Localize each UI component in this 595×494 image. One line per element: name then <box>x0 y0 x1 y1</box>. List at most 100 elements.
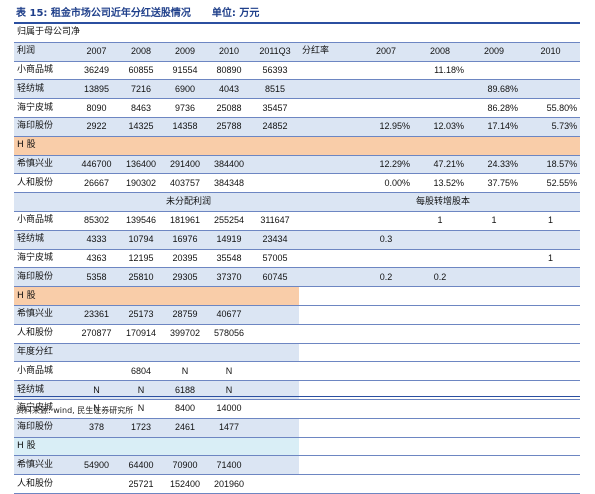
value-cell: 57005 <box>251 249 299 269</box>
table-row: 希慎兴业 23361 25173 28759 40677 <box>14 305 581 325</box>
value-cell: 190302 <box>119 173 163 194</box>
value-cell: 136400 <box>119 155 163 175</box>
rate-cell <box>359 98 413 118</box>
year-header: 2007 <box>359 42 413 62</box>
bonus-cell <box>359 249 413 269</box>
table-number: 表 15: <box>16 8 48 19</box>
value-cell <box>74 361 119 382</box>
value-cell: 14358 <box>163 117 207 137</box>
rate-cell: 47.21% <box>413 155 467 175</box>
rate-cell: 24.33% <box>467 155 521 175</box>
year-header: 2008 <box>119 42 163 62</box>
value-cell: 25788 <box>207 117 251 137</box>
value-cell: 403757 <box>163 173 207 194</box>
value-cell: 35548 <box>207 249 251 269</box>
value-cell <box>251 399 299 419</box>
value-cell: N <box>207 380 251 400</box>
company-name: 海宁皮城 <box>14 98 74 118</box>
value-cell: 60855 <box>119 61 163 81</box>
value-cell: 80890 <box>207 61 251 81</box>
table-row: 小商品城 85302 139546 181961 255254 311647 1… <box>14 211 581 231</box>
value-cell: 54900 <box>74 455 119 476</box>
value-cell: 181961 <box>163 211 207 231</box>
value-cell: 2461 <box>163 418 207 438</box>
company-name: 海印股份 <box>14 117 74 137</box>
rate-cell: 18.57% <box>521 155 581 175</box>
value-cell: 6900 <box>163 79 207 100</box>
value-cell: 23434 <box>251 230 299 250</box>
value-cell: 25721 <box>119 474 163 494</box>
year-header: 2010 <box>521 42 581 62</box>
value-cell: 1723 <box>119 418 163 438</box>
company-name: 人和股份 <box>14 324 74 344</box>
section-header-row: 未分配利润 每股转增股本 <box>14 192 581 212</box>
rate-cell: 86.28% <box>467 98 521 118</box>
rate-cell: 12.95% <box>359 117 413 137</box>
h-share-label: H 股 <box>14 136 581 156</box>
table-row: 小商品城 6804 N N <box>14 361 581 382</box>
value-cell: 291400 <box>163 155 207 175</box>
value-cell: 7216 <box>119 79 163 100</box>
value-cell: 6804 <box>119 361 163 382</box>
rate-cell: 52.55% <box>521 173 581 194</box>
h-share-band: H 股 <box>14 437 581 457</box>
table-row: 海宁皮城 4363 12195 20395 35548 57005 1 <box>14 249 581 269</box>
year-header: 2008 <box>413 42 467 62</box>
table-row: 轻纺城 13895 7216 6900 4043 8515 89.68% <box>14 79 581 100</box>
company-name: 轻纺城 <box>14 230 74 250</box>
value-cell: 384400 <box>207 155 251 175</box>
value-cell: 201960 <box>207 474 251 494</box>
value-cell: 399702 <box>163 324 207 344</box>
rate-cell <box>413 79 467 100</box>
company-name: 海印股份 <box>14 267 74 288</box>
table-row: 小商品城 36249 60855 91554 80890 56393 11.18… <box>14 61 581 81</box>
table-row: 人和股份 26667 190302 403757 384348 0.00% 13… <box>14 173 581 194</box>
unit-label: 单位: 万元 <box>211 8 260 19</box>
company-name: 希慎兴业 <box>14 155 74 175</box>
value-cell: 20395 <box>163 249 207 269</box>
rate-cell: 13.52% <box>413 173 467 194</box>
year-header: 2010 <box>207 42 251 62</box>
dividend-rate-label: 分红率 <box>299 42 359 62</box>
year-header: 2011Q3 <box>251 42 299 62</box>
value-cell: 12195 <box>119 249 163 269</box>
dividend-table: 归属于母公司净 利润 2007 2008 2009 2010 2011Q3 分红… <box>14 24 581 494</box>
value-cell: 56393 <box>251 61 299 81</box>
value-cell: 37370 <box>207 267 251 288</box>
rate-cell <box>413 98 467 118</box>
value-cell <box>251 418 299 438</box>
h-share-label: H 股 <box>14 437 299 457</box>
value-cell <box>251 155 299 175</box>
value-cell: 64400 <box>119 455 163 476</box>
value-cell: 4043 <box>207 79 251 100</box>
rate-cell: 17.14% <box>467 117 521 137</box>
value-cell <box>251 324 299 344</box>
value-cell: 8400 <box>163 399 207 419</box>
rate-cell: 12.29% <box>359 155 413 175</box>
value-cell: 446700 <box>74 155 119 175</box>
value-cell: 24852 <box>251 117 299 137</box>
rate-cell: 11.18% <box>413 61 467 81</box>
bonus-cell: 0.2 <box>413 267 467 288</box>
table-title-text: 租金市场公司近年分红送股情况 <box>50 8 191 19</box>
value-cell: 70900 <box>163 455 207 476</box>
value-cell: 378 <box>74 418 119 438</box>
h-share-band: H 股 <box>14 136 581 156</box>
value-cell: 152400 <box>163 474 207 494</box>
rate-cell: 55.80% <box>521 98 581 118</box>
rate-cell: 37.75% <box>467 173 521 194</box>
table-row: 海印股份 5358 25810 29305 37370 60745 0.2 0.… <box>14 267 581 288</box>
company-name: 轻纺城 <box>14 380 74 400</box>
value-cell: 23361 <box>74 305 119 325</box>
table-row: 海印股份 2922 14325 14358 25788 24852 12.95%… <box>14 117 581 137</box>
rate-cell: 0.00% <box>359 173 413 194</box>
bonus-cell <box>521 267 581 288</box>
rate-cell: 12.03% <box>413 117 467 137</box>
section-label: 归属于母公司净 <box>14 24 581 43</box>
value-cell: 139546 <box>119 211 163 231</box>
section-label: 每股转增股本 <box>413 192 581 212</box>
value-cell <box>251 173 299 194</box>
table-row: 海宁皮城 8090 8463 9736 25088 35457 86.28% 5… <box>14 98 581 118</box>
bonus-cell: 1 <box>521 249 581 269</box>
value-cell: 36249 <box>74 61 119 81</box>
